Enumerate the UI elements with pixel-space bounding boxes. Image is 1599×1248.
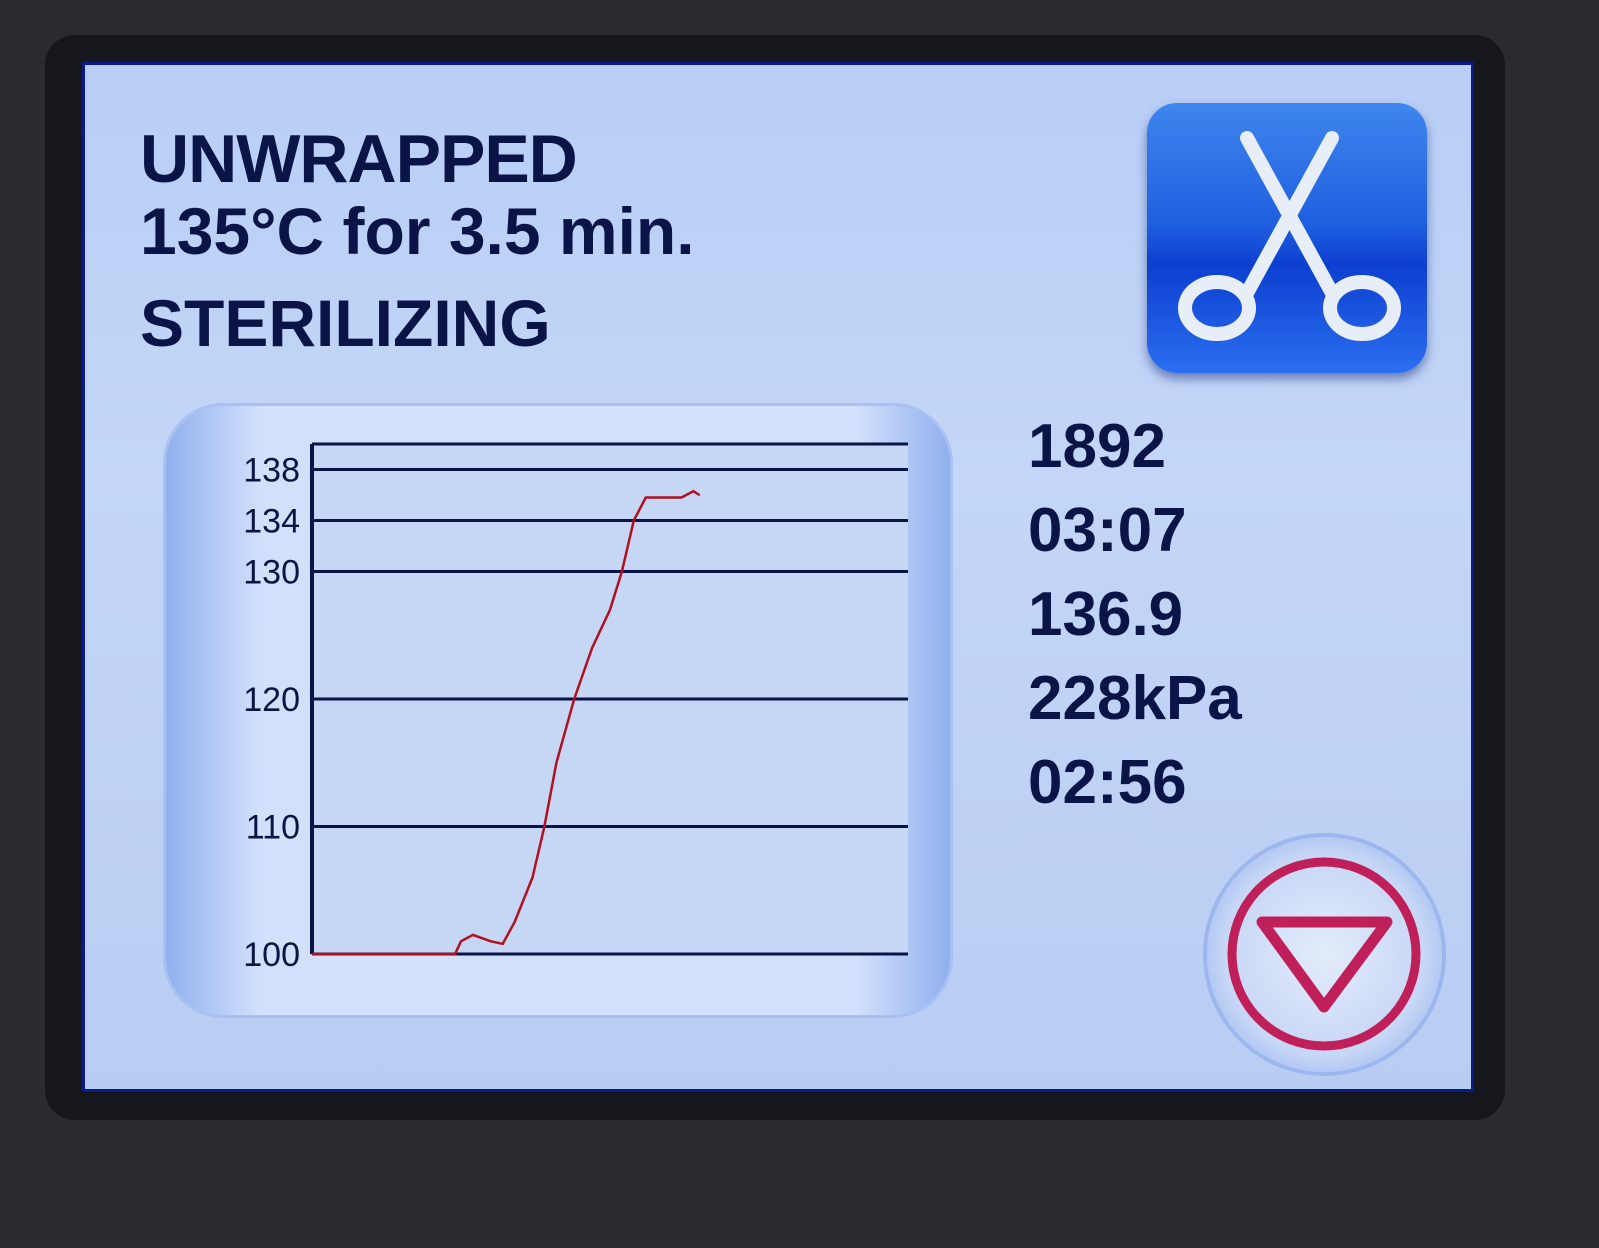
y-tick-label: 134 — [243, 503, 300, 541]
remaining-time: 02:56 — [1028, 748, 1187, 817]
pressure-readout: 228kPa — [1028, 664, 1242, 733]
data-point — [591, 647, 593, 649]
triangle-down-icon — [1227, 857, 1421, 1051]
readouts: 1892 03:07 136.9 228kPa 02:56 — [1028, 405, 1242, 825]
data-point — [555, 761, 558, 764]
data-point — [692, 490, 695, 492]
y-tick-label: 120 — [243, 681, 300, 719]
elapsed-time: 03:07 — [1028, 496, 1187, 565]
data-point — [490, 940, 492, 943]
data-point — [573, 698, 576, 700]
program-setting: 135°C for 3.5 min. — [140, 194, 695, 268]
data-point — [513, 921, 516, 923]
scissors-icon — [1178, 131, 1401, 341]
data-point — [644, 496, 647, 499]
y-tick-label: 138 — [243, 452, 300, 490]
temperature-readout: 136.9 — [1028, 580, 1184, 649]
program-title: UNWRAPPED — [140, 121, 578, 197]
data-point — [621, 570, 623, 573]
data-point — [454, 953, 456, 955]
data-point — [472, 934, 474, 936]
data-point — [311, 953, 313, 955]
cycle-count: 1892 — [1028, 412, 1166, 481]
data-point — [543, 825, 546, 828]
data-point — [501, 943, 504, 945]
data-point — [633, 519, 635, 522]
data-point — [609, 608, 611, 611]
temperature-chart-panel: 100 110 120 130 134 138 — [163, 403, 953, 1018]
touch-screen: UNWRAPPED 135°C for 3.5 min. STERILIZING… — [82, 62, 1474, 1092]
stop-cycle-button[interactable] — [1207, 837, 1442, 1072]
instrument-button[interactable] — [1147, 103, 1427, 373]
cycle-status: STERILIZING — [140, 286, 551, 360]
y-tick-label: 130 — [243, 554, 300, 592]
data-point — [698, 494, 701, 496]
y-tick-label: 100 — [243, 936, 300, 974]
data-point — [460, 940, 462, 943]
data-point — [531, 876, 534, 879]
data-point — [680, 496, 683, 499]
y-tick-label: 110 — [246, 809, 300, 847]
temperature-chart: 100 110 120 130 134 138 — [243, 442, 908, 974]
